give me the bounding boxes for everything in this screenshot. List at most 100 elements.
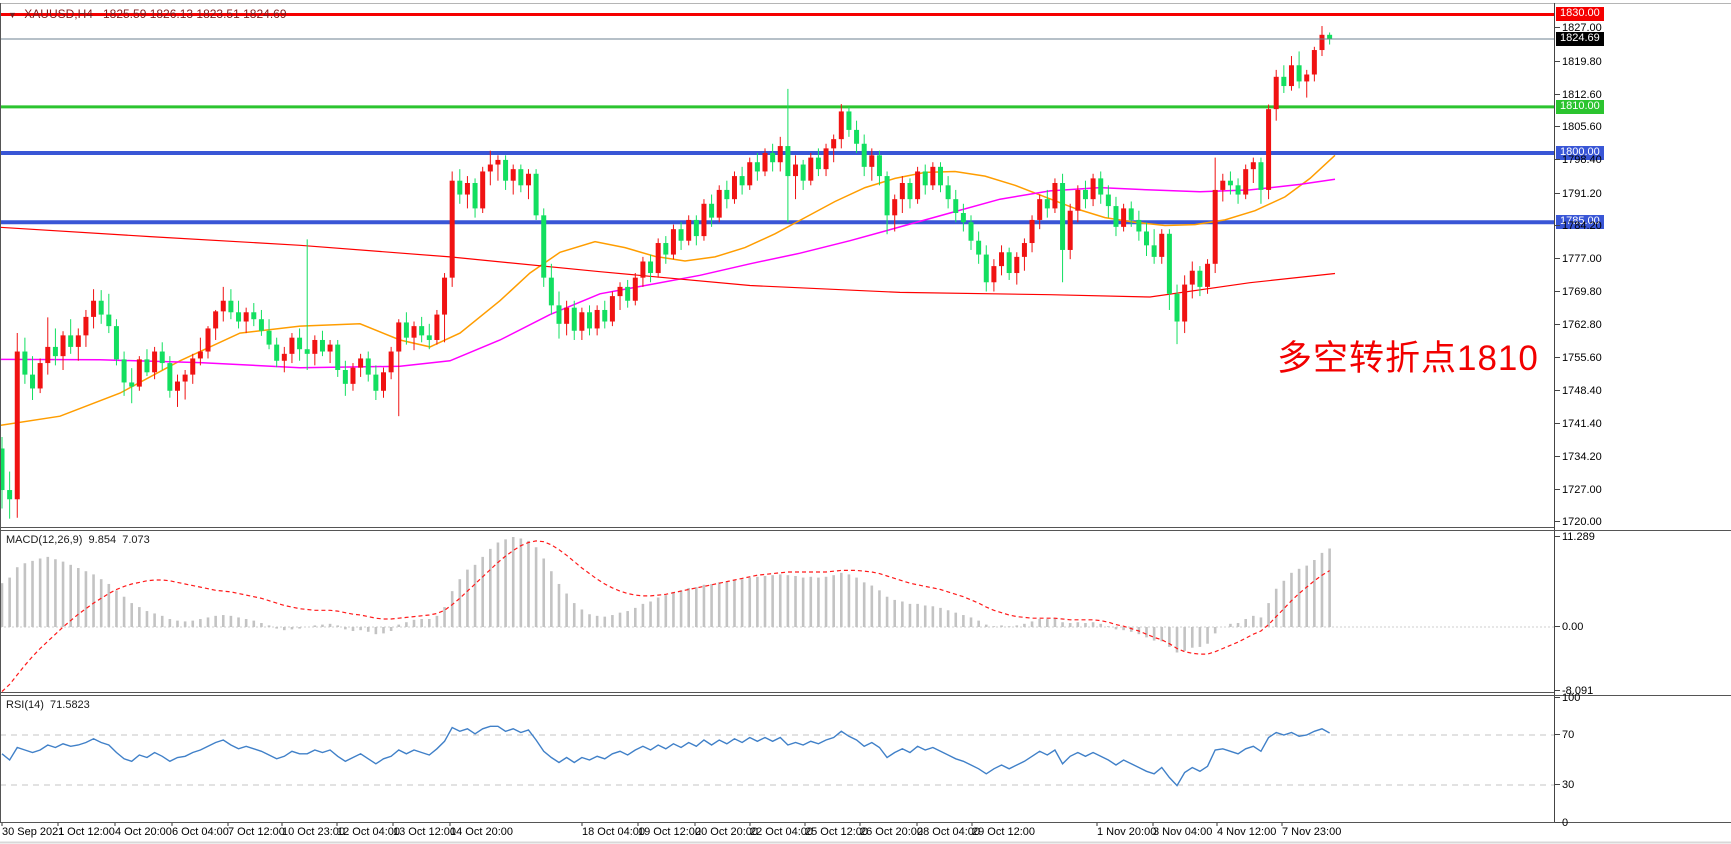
price-tick-1777.00: 1777.00 xyxy=(1555,253,1602,266)
candle-body xyxy=(632,277,638,301)
candle-body xyxy=(281,353,287,361)
candle-body xyxy=(365,358,371,375)
macd-signal-line xyxy=(1,540,1330,692)
candle-body xyxy=(953,199,959,214)
candle-body xyxy=(899,183,905,200)
candle-body xyxy=(1197,270,1203,287)
moving-averages xyxy=(0,154,1336,427)
candle-body xyxy=(686,219,692,241)
level-badge-1800.00: 1800.00 xyxy=(1556,145,1604,160)
candle-body xyxy=(785,146,791,177)
candle-body xyxy=(457,180,463,195)
level-badge-1810.00: 1810.00 xyxy=(1556,99,1604,114)
time-tick-label: 19 Oct 12:00 xyxy=(638,826,701,838)
candle-body xyxy=(793,164,799,177)
candle-body xyxy=(30,374,36,389)
ma-fast-line xyxy=(0,154,1336,427)
candle-body xyxy=(823,148,829,170)
candlesticks xyxy=(0,26,1333,519)
candle-body xyxy=(136,359,142,387)
candle-body xyxy=(190,358,196,375)
candle-body xyxy=(1060,183,1066,250)
candle-body xyxy=(625,286,631,301)
candle-body xyxy=(213,311,219,329)
ma-slow-line xyxy=(0,226,1336,298)
candle-body xyxy=(648,261,654,274)
candle-body xyxy=(701,203,707,237)
candle-body xyxy=(472,183,478,209)
time-tick-label: 28 Oct 04:00 xyxy=(917,826,980,838)
candle-body xyxy=(1006,252,1012,274)
candle-body xyxy=(762,152,768,172)
macd-axis-0.00: 0.00 xyxy=(1554,621,1584,633)
candle-body xyxy=(564,307,570,324)
rsi-indicator-label: RSI(14) 71.5823 xyxy=(6,699,90,711)
candle-body xyxy=(297,337,303,350)
main-panel-levels xyxy=(0,12,1554,225)
candle-body xyxy=(495,159,501,165)
candle-body xyxy=(1258,162,1264,190)
candle-body xyxy=(442,277,448,315)
candle-body xyxy=(1128,208,1134,220)
candle-body xyxy=(113,326,119,360)
candle-body xyxy=(381,372,386,391)
candle-body xyxy=(1021,243,1027,257)
level-badge-1785.00: 1785.00 xyxy=(1556,215,1604,230)
price-tick-1762.80: 1762.80 xyxy=(1555,318,1602,331)
rsi-panel xyxy=(0,725,1554,787)
time-tick-label: 1 Nov 20:00 xyxy=(1097,826,1157,838)
price-tick-1798.40: 1798.40 xyxy=(1555,154,1602,167)
candle-body xyxy=(129,382,135,387)
price-tick-1741.40: 1741.40 xyxy=(1555,417,1602,430)
candle-body xyxy=(403,322,409,338)
candle-body xyxy=(945,185,951,200)
panel-frames xyxy=(0,3,1731,844)
candle-body xyxy=(915,171,921,200)
price-tick-1748.40: 1748.40 xyxy=(1555,385,1602,398)
candle-body xyxy=(243,312,249,322)
level-badge-1830.00: 1830.00 xyxy=(1556,7,1604,22)
candle-body xyxy=(358,358,364,368)
candle-body xyxy=(579,312,585,331)
candle-body xyxy=(1082,189,1088,200)
candle-body xyxy=(1288,65,1294,87)
candle-body xyxy=(831,139,837,149)
candle-body xyxy=(22,351,28,375)
chart-text-annotation: 多空转折点1810 xyxy=(1277,339,1539,378)
candle-body xyxy=(716,189,722,218)
candle-body xyxy=(167,363,173,391)
candle-body xyxy=(838,111,844,140)
candle-body xyxy=(548,277,554,306)
candle-body xyxy=(1037,199,1043,220)
candle-body xyxy=(930,166,936,186)
candle-body xyxy=(884,176,890,216)
candle-body xyxy=(876,155,882,177)
candle-body xyxy=(518,169,524,186)
candle-body xyxy=(144,359,150,373)
candle-body xyxy=(1067,210,1073,250)
price-tick-1755.60: 1755.60 xyxy=(1555,351,1602,364)
price-tick-1720.00: 1720.00 xyxy=(1555,516,1602,529)
candle-body xyxy=(724,189,730,200)
price-tick-1791.20: 1791.20 xyxy=(1555,187,1602,200)
symbol-period: XAUUSD,H4 xyxy=(24,7,93,21)
candle-body xyxy=(182,374,188,382)
candle-body xyxy=(373,374,379,391)
candle-body xyxy=(999,252,1005,267)
chart-title: ▼ XAUUSD,H4 1825.59 1826.13 1823.51 1824… xyxy=(8,7,287,21)
candle-body xyxy=(968,222,974,241)
candle-body xyxy=(251,312,257,320)
candle-body xyxy=(464,183,470,195)
candle-body xyxy=(342,369,348,384)
candle-body xyxy=(937,166,943,186)
candle-body xyxy=(670,229,676,255)
time-tick-label: 10 Oct 23:00 xyxy=(282,826,345,838)
candle-body xyxy=(1044,199,1050,209)
candle-body xyxy=(1220,180,1226,190)
rsi-axis-100: 100 xyxy=(1554,691,1581,704)
candle-body xyxy=(907,183,913,200)
candle-body xyxy=(503,159,509,181)
candle-body xyxy=(350,367,356,384)
candle-body xyxy=(815,157,821,170)
